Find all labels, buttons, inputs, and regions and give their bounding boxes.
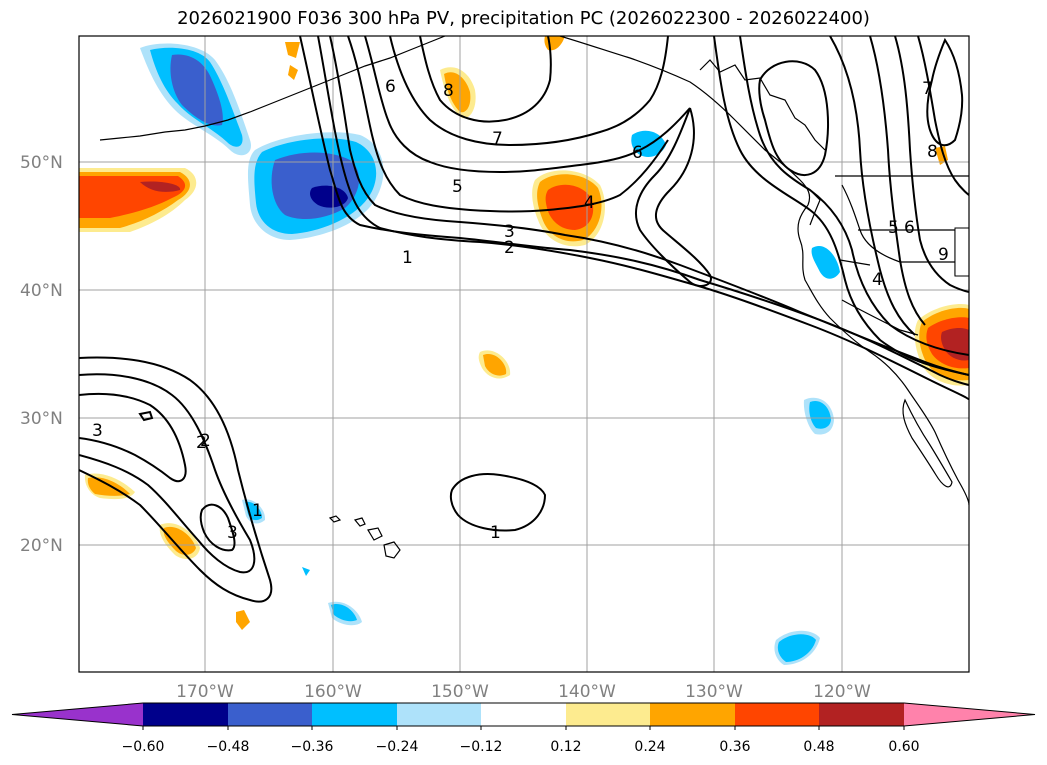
colorbar-segment xyxy=(228,703,312,726)
colorbar-ticks: −0.60 −0.48 −0.36 −0.24 −0.12 0.12 0.24 … xyxy=(122,739,920,755)
map-canvas xyxy=(79,36,969,672)
contour-label: 2 xyxy=(504,238,515,258)
lat-label: 50°N xyxy=(20,153,63,173)
contour-label: 6 xyxy=(904,218,915,238)
lon-label: 140°W xyxy=(558,682,616,702)
contour-label: 8 xyxy=(927,142,938,162)
lat-label: 30°N xyxy=(20,409,63,429)
colorbar-tick: 0.36 xyxy=(719,739,750,755)
colorbar-segment xyxy=(397,703,481,726)
colorbar-tick: −0.36 xyxy=(291,739,334,755)
coastlines xyxy=(99,36,969,559)
longitude-labels: 170°W 160°W 150°W 140°W 130°W 120°W xyxy=(176,682,871,702)
contour-label: 2 xyxy=(196,433,207,453)
contour-label: 6 xyxy=(632,143,643,163)
contour-label: 1 xyxy=(252,501,263,521)
colorbar-tick: −0.60 xyxy=(122,739,165,755)
map-frame xyxy=(78,35,970,673)
contour-labels: 1 2 3 4 5 6 7 8 1 2 3 1 2 3 4 5 6 7 8 9 … xyxy=(92,77,949,543)
contour-label: 4 xyxy=(872,270,883,290)
contour-label: 3 xyxy=(227,523,238,543)
lon-label: 130°W xyxy=(685,682,743,702)
contour-label: 8 xyxy=(443,81,454,101)
contour-label: 3 xyxy=(504,222,515,242)
graticule xyxy=(79,36,969,672)
colorbar xyxy=(11,702,1036,730)
contour-label: 5 xyxy=(452,177,463,197)
colorbar-tick: 0.48 xyxy=(803,739,834,755)
colorbar-tick: −0.24 xyxy=(376,739,419,755)
contour-label: 7 xyxy=(922,79,933,99)
lon-label: 160°W xyxy=(304,682,362,702)
latitude-labels: 50°N 40°N 30°N 20°N xyxy=(20,153,63,556)
colorbar-tick: −0.48 xyxy=(207,739,250,755)
precip-shading xyxy=(79,36,969,665)
contour-label: 4 xyxy=(584,193,595,213)
colorbar-extend-low xyxy=(12,703,143,726)
colorbar-segment xyxy=(819,703,904,726)
colorbar-tick: 0.12 xyxy=(550,739,581,755)
contour-label: 6 xyxy=(385,77,396,97)
colorbar-tick: −0.12 xyxy=(460,739,503,755)
colorbar-segment xyxy=(650,703,735,726)
contour-label: 3 xyxy=(92,421,103,441)
colorbar-segment xyxy=(566,703,650,726)
pv-contours xyxy=(79,36,969,603)
colorbar-tick: 0.60 xyxy=(888,739,919,755)
lat-label: 40°N xyxy=(20,281,63,301)
contour-label: 7 xyxy=(492,129,503,149)
contour-label: 2 xyxy=(200,431,211,451)
lat-label: 20°N xyxy=(20,536,63,556)
colorbar-segment xyxy=(312,703,397,726)
colorbar-tick: 0.24 xyxy=(634,739,665,755)
map-title: 2026021900 F036 300 hPa PV, precipitatio… xyxy=(177,8,870,29)
contour-label: 1 xyxy=(402,248,413,268)
lon-label: 120°W xyxy=(813,682,871,702)
contour-label: 5 xyxy=(888,218,899,238)
colorbar-segment xyxy=(143,703,228,726)
contour-label: 9 xyxy=(938,245,949,265)
lon-label: 150°W xyxy=(431,682,489,702)
colorbar-segment xyxy=(735,703,819,726)
colorbar-extend-high xyxy=(904,703,1035,726)
lon-label: 170°W xyxy=(176,682,234,702)
colorbar-segment xyxy=(481,703,566,726)
edge-box xyxy=(954,227,969,277)
contour-label: 1 xyxy=(490,523,501,543)
